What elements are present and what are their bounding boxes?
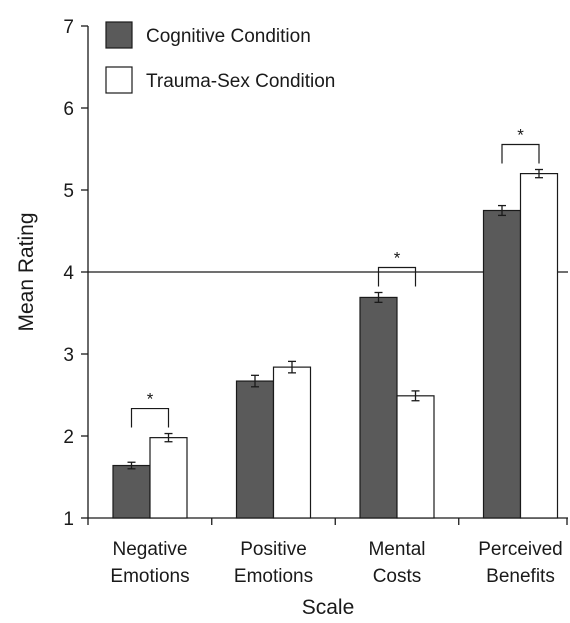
bar <box>519 173 559 519</box>
bar <box>359 296 398 519</box>
y-axis-title: Mean Rating <box>15 212 38 331</box>
category-label: Emotions <box>110 566 189 587</box>
bar <box>235 380 275 519</box>
significance-star: * <box>517 126 524 145</box>
y-tick-label: 7 <box>63 17 74 38</box>
category-label: Costs <box>373 566 422 587</box>
y-tick-label: 3 <box>63 345 74 366</box>
bar <box>396 395 435 519</box>
significance-bracket <box>130 407 170 428</box>
category-label: Perceived <box>478 539 563 560</box>
legend-swatch <box>105 66 133 94</box>
category-label: Negative <box>113 539 188 560</box>
category-label: Mental <box>368 539 425 560</box>
bar <box>149 437 188 519</box>
bar <box>482 209 522 519</box>
y-tick-label: 2 <box>63 427 74 448</box>
y-tick-label: 4 <box>63 263 74 284</box>
category-label: Benefits <box>486 566 555 587</box>
x-axis-title: Scale <box>302 596 355 619</box>
bar <box>272 366 312 519</box>
legend-label: Cognitive Condition <box>146 26 311 47</box>
significance-bracket <box>377 266 417 287</box>
bar <box>112 464 151 519</box>
legend-swatch <box>105 21 133 49</box>
significance-star: * <box>147 390 154 409</box>
y-tick-label: 5 <box>63 181 74 202</box>
y-tick-label: 6 <box>63 99 74 120</box>
y-tick-label: 1 <box>63 509 74 530</box>
category-label: Positive <box>240 539 307 560</box>
significance-star: * <box>394 249 401 268</box>
category-label: Emotions <box>234 566 313 587</box>
legend-label: Trauma-Sex Condition <box>146 71 335 92</box>
significance-bracket <box>501 143 540 164</box>
